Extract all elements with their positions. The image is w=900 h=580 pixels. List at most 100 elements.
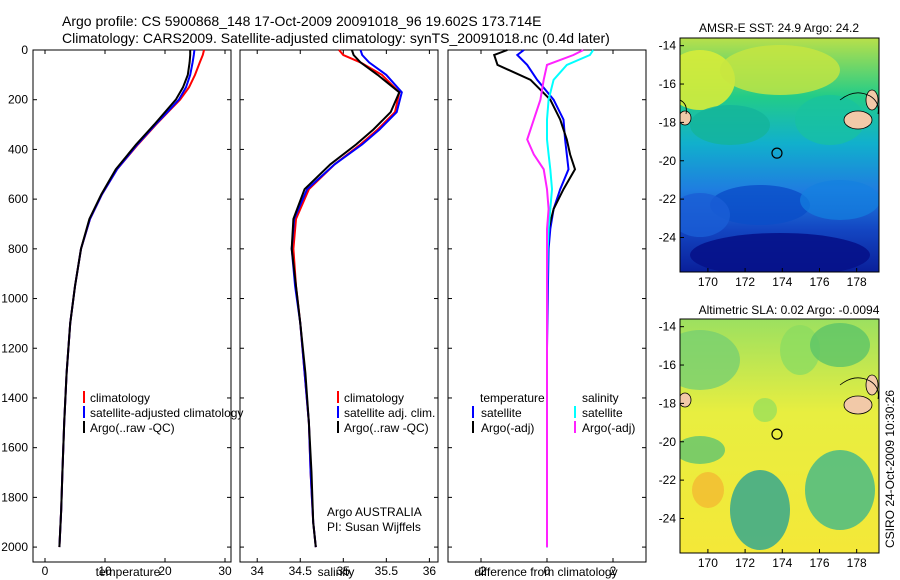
x-tick-label: 35	[337, 564, 351, 578]
map-y-tick-label: -16	[659, 77, 677, 91]
x-tick-label: 0	[544, 564, 551, 578]
footer-timestamp: CSIRO 24-Oct-2009 10:30:26	[883, 390, 897, 548]
figure-title-line1: Argo profile: CS 5900868_148 17-Oct-2009…	[62, 13, 542, 29]
difference-chart: -2 0 2	[448, 49, 646, 578]
map-y-tick-label: -24	[659, 511, 677, 525]
difference-legend: temperature satellite Argo(-adj) salinit…	[472, 391, 635, 435]
legend-title-salinity: salinity	[582, 391, 619, 405]
legend-label-temp-satellite: satellite	[481, 406, 522, 420]
depth-axis: 0 200 400 600 800 1000 1200 1400 1600 1800 2000	[1, 43, 28, 554]
sla-map-title: Altimetric SLA: 0.02 Argo: -0.0094	[699, 303, 880, 317]
sla-low-patch	[805, 450, 875, 530]
depth-tick-label: 400	[8, 142, 28, 156]
sla-low-patch	[730, 470, 790, 550]
sla-map-frame	[679, 318, 880, 554]
figure-title-line2: Climatology: CARS2009. Satellite-adjuste…	[62, 30, 610, 46]
sst-map-title: AMSR-E SST: 24.9 Argo: 24.2	[699, 21, 859, 35]
sla-low-patch	[810, 323, 870, 367]
legend-label-sal-satellite: satellite	[582, 406, 623, 420]
sla-low-patch	[780, 325, 820, 375]
map-y-tick-label: -18	[659, 115, 677, 129]
map-y-tick-label: -20	[659, 154, 677, 168]
map-y-tick-label: -14	[659, 320, 677, 334]
legend-label-satellite: satellite adj. clim.	[344, 406, 435, 420]
map-y-tick-label: -22	[659, 473, 677, 487]
sst-cool-patch	[800, 180, 879, 220]
sla-high-patch	[692, 472, 724, 508]
sla-map-axes: 170 172 174 176 178 -14 -16 -18 -20 -22 -24	[659, 320, 867, 570]
x-tick-label: 35.5	[375, 564, 399, 578]
salinity-chart: 34 34.5 35 35.5 36	[240, 49, 438, 578]
x-tick-label: -2	[476, 564, 487, 578]
argo-position-marker	[771, 147, 783, 159]
sla-coastline	[839, 377, 879, 400]
map-x-tick-label: 176	[809, 556, 829, 570]
sla-island	[865, 374, 879, 396]
sla-island	[843, 395, 873, 415]
sst-mid-patch	[690, 105, 770, 145]
sst-map-axes: 170 172 174 176 178 -14 -16 -18 -20 -22 -24	[659, 39, 867, 289]
map-x-tick-label: 170	[698, 275, 718, 289]
sst-island	[865, 89, 879, 111]
map-y-tick-label: -20	[659, 435, 677, 449]
map-y-tick-label: -24	[659, 230, 677, 244]
legend-label-temp-argo: Argo(-adj)	[481, 421, 534, 435]
argo-position-marker	[771, 428, 783, 440]
sst-island	[843, 110, 873, 130]
map-y-tick-label: -18	[659, 396, 677, 410]
map-x-tick-label: 178	[847, 275, 867, 289]
map-x-tick-label: 178	[847, 556, 867, 570]
series-line-salinity-argo-adj	[526, 49, 584, 548]
depth-tick-label: 2000	[1, 540, 28, 554]
depth-tick-label: 800	[8, 242, 28, 256]
temperature-xlabel: temperature	[96, 565, 161, 579]
series-line-argo-raw-qc	[290, 49, 401, 548]
x-tick-label: 34	[251, 564, 265, 578]
argo-org-annotation: Argo AUSTRALIA	[327, 505, 422, 519]
x-tick-label: 34.5	[289, 564, 313, 578]
map-x-tick-label: 176	[809, 275, 829, 289]
depth-tick-label: 1400	[1, 391, 28, 405]
depth-tick-label: 600	[8, 192, 28, 206]
map-x-tick-label: 172	[735, 556, 755, 570]
x-tick-label: 20	[158, 564, 172, 578]
x-tick-label: 30	[218, 564, 232, 578]
map-x-tick-label: 174	[772, 275, 792, 289]
map-y-tick-label: -22	[659, 192, 677, 206]
map-y-tick-label: -16	[659, 358, 677, 372]
legend-label-argo: Argo(..raw -QC)	[90, 421, 175, 435]
sla-low-patch	[680, 330, 740, 390]
map-x-tick-label: 172	[735, 275, 755, 289]
legend-label-climatology: climatology	[90, 391, 150, 405]
sst-map-frame	[679, 37, 880, 273]
x-tick-label: 10	[98, 564, 112, 578]
x-tick-label: 0	[42, 564, 49, 578]
pi-annotation: PI: Susan Wijffels	[327, 520, 421, 534]
salinity-xlabel: salinity	[318, 565, 355, 579]
difference-xlabel: difference from climatology	[474, 565, 617, 579]
legend-title-temperature: temperature	[480, 391, 545, 405]
depth-tick-label: 0	[21, 43, 28, 57]
series-line-argo-raw-qc	[58, 50, 192, 548]
sst-coastline	[839, 92, 879, 115]
sla-low-patch	[753, 398, 777, 422]
legend-label-argo: Argo(..raw -QC)	[344, 421, 429, 435]
sla-heatmap	[680, 319, 879, 553]
sla-low-patch	[680, 436, 725, 464]
map-x-tick-label: 174	[772, 556, 792, 570]
salinity-panel-frame	[239, 49, 439, 563]
legend-label-sal-argo: Argo(-adj)	[582, 421, 635, 435]
sst-cool-patch	[710, 185, 810, 225]
depth-tick-label: 1200	[1, 341, 28, 355]
x-tick-label: 2	[610, 564, 617, 578]
legend-label-satellite: satellite-adjusted climatology	[90, 406, 243, 420]
temperature-legend: climatology satellite-adjusted climatolo…	[83, 391, 243, 435]
depth-tick-label: 200	[8, 93, 28, 107]
depth-tick-label: 1000	[1, 292, 28, 306]
sst-island	[680, 110, 692, 126]
sst-cold-patch	[690, 233, 870, 272]
map-x-tick-label: 170	[698, 556, 718, 570]
legend-label-climatology: climatology	[344, 391, 404, 405]
depth-tick-label: 1600	[1, 441, 28, 455]
